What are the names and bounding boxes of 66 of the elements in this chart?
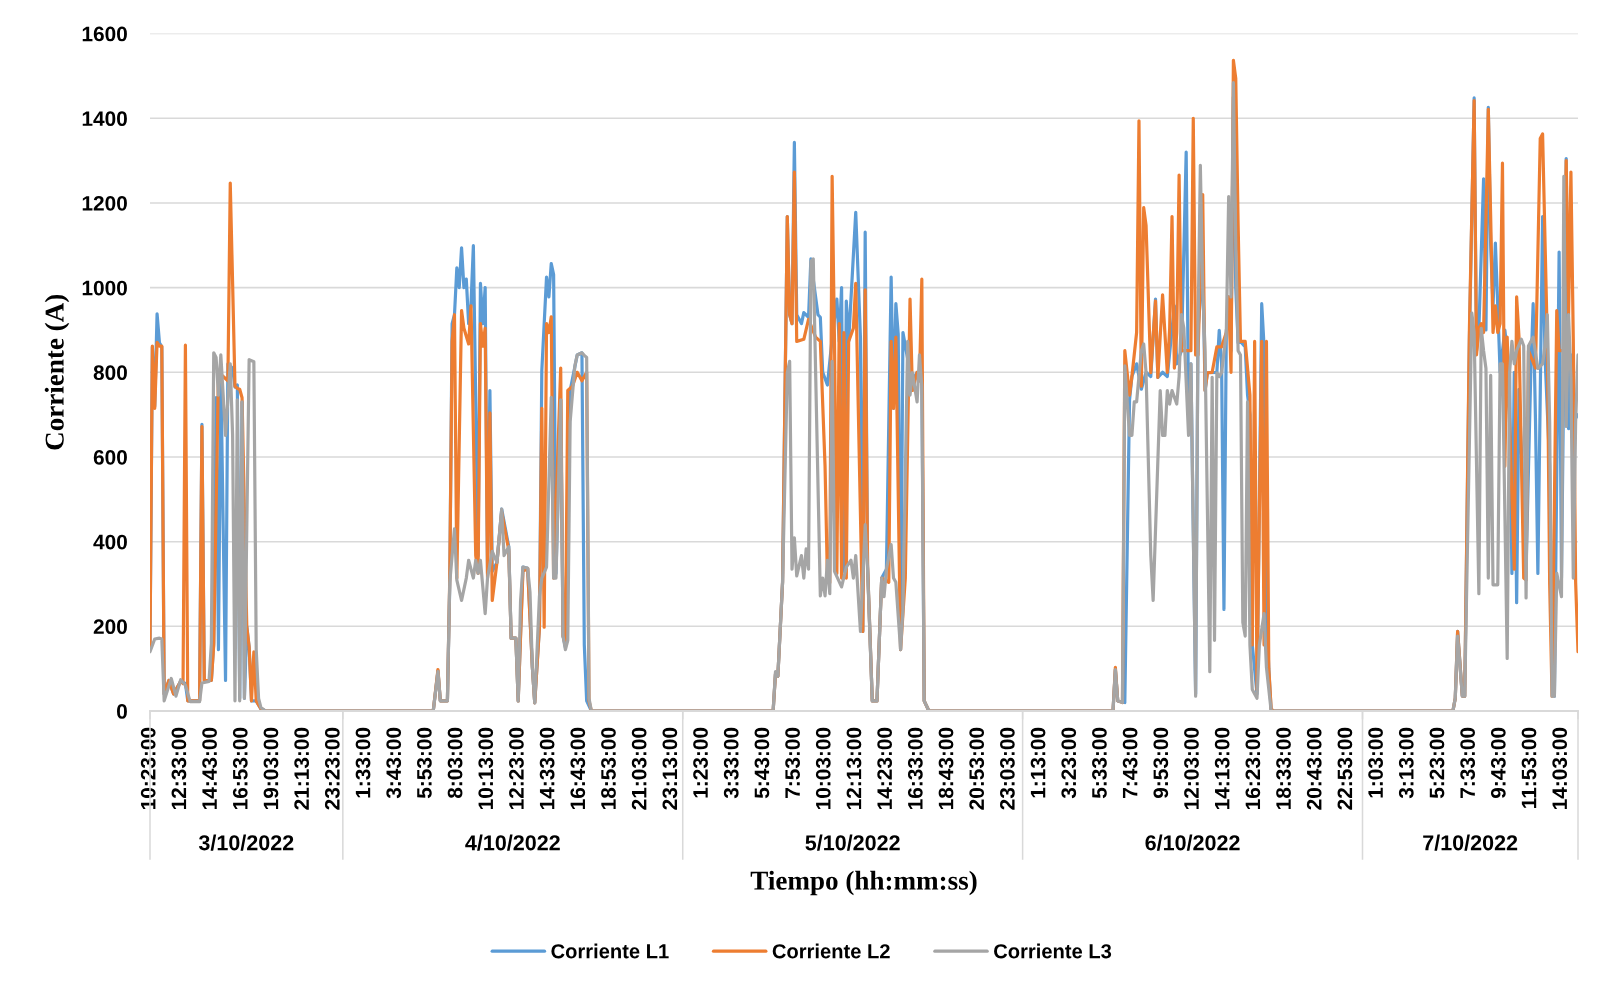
x-tick-label: 18:33:00 <box>1276 727 1291 810</box>
x-tick-label: 21:13:00 <box>294 727 310 810</box>
x-tick-label: 3:13:00 <box>1398 727 1414 799</box>
x-tick-label: 14:13:00 <box>1214 727 1230 810</box>
x-tick-label: 22:53:00 <box>1337 727 1353 810</box>
x2-tick-label: 3/10/2022 <box>198 834 294 851</box>
x-tick-label: 10:23:00 <box>140 727 156 810</box>
x2-tick-label: 4/10/2022 <box>465 834 560 851</box>
x-tick-label: 23:03:00 <box>1000 727 1015 810</box>
x-tick-label: 14:23:00 <box>877 727 893 810</box>
x-tick-label: 1:33:00 <box>355 727 371 798</box>
x2-tick-label: 6/10/2022 <box>1145 834 1240 851</box>
x-tick-label: 7:33:00 <box>1460 727 1476 798</box>
x-tick-label: 10:03:00 <box>815 727 831 810</box>
x-tick-label: 12:13:00 <box>846 727 862 810</box>
x-tick-label: 5:53:00 <box>417 727 432 799</box>
x-tick-label: 16:33:00 <box>907 727 923 810</box>
y-tick-label: 1000 <box>82 280 127 296</box>
x-tick-label: 5:43:00 <box>754 727 770 799</box>
y-tick-label: 400 <box>93 534 127 550</box>
x-tick-label: 12:33:00 <box>171 727 187 810</box>
x-tick-label: 12:03:00 <box>1184 727 1199 810</box>
x-tick-label: 3:23:00 <box>1061 727 1077 799</box>
legend-label: Corriente L3 <box>994 943 1112 959</box>
x-tick-label: 9:43:00 <box>1490 727 1506 799</box>
y-tick-label: 1200 <box>82 195 127 211</box>
x2-tick-label: 5/10/2022 <box>805 834 900 851</box>
x-tick-label: 3:33:00 <box>723 727 739 799</box>
x-tick-label: 5:33:00 <box>1092 727 1107 799</box>
x-tick-label: 23:23:00 <box>324 727 340 810</box>
x-tick-label: 5:23:00 <box>1429 727 1445 799</box>
x-tick-label: 1:03:00 <box>1368 727 1383 798</box>
x-tick-label: 7:43:00 <box>1122 727 1138 798</box>
x-axis-title: Tiempo (hh:mm:ss) <box>750 870 977 896</box>
x-tick-label: 1:13:00 <box>1030 727 1046 798</box>
x-tick-label: 21:03:00 <box>631 727 647 810</box>
y-tick-label: 1600 <box>82 26 127 42</box>
x-tick-label: 14:33:00 <box>539 727 555 810</box>
y-tick-label: 0 <box>117 704 127 719</box>
x-tick-label: 12:23:00 <box>509 727 524 810</box>
x-tick-label: 14:03:00 <box>1552 727 1568 810</box>
x-tick-label: 20:43:00 <box>1306 727 1322 810</box>
x-tick-label: 16:53:00 <box>232 727 248 810</box>
legend-label: Corriente L1 <box>551 943 669 959</box>
x-tick-label: 10:13:00 <box>478 727 494 810</box>
x2-tick-label: 7/10/2022 <box>1423 834 1518 851</box>
x-tick-label: 20:53:00 <box>969 727 985 810</box>
x-tick-label: 16:23:00 <box>1245 727 1261 810</box>
x-tick-label: 7:53:00 <box>785 727 800 798</box>
y-tick-label: 600 <box>93 449 127 465</box>
x-tick-label: 16:43:00 <box>570 727 586 810</box>
x-tick-label: 19:03:00 <box>263 727 279 810</box>
x-tick-label: 23:13:00 <box>662 727 678 810</box>
x-tick-label: 14:43:00 <box>202 727 217 810</box>
y-tick-label: 800 <box>93 365 127 381</box>
x-tick-label: 18:53:00 <box>601 727 616 810</box>
y-tick-label: 200 <box>93 619 127 635</box>
x-tick-label: 18:43:00 <box>938 727 954 810</box>
x-tick-label: 11:53:00 <box>1521 727 1537 808</box>
y-tick-label: 1400 <box>82 111 127 127</box>
legend-label: Corriente L2 <box>772 943 890 959</box>
x-tick-label: 8:03:00 <box>447 727 463 799</box>
x-tick-label: 9:53:00 <box>1153 727 1169 799</box>
x-tick-label: 1:23:00 <box>693 727 708 798</box>
x-tick-label: 3:43:00 <box>386 727 402 799</box>
y-axis-title: Corriente (A) <box>44 294 70 450</box>
